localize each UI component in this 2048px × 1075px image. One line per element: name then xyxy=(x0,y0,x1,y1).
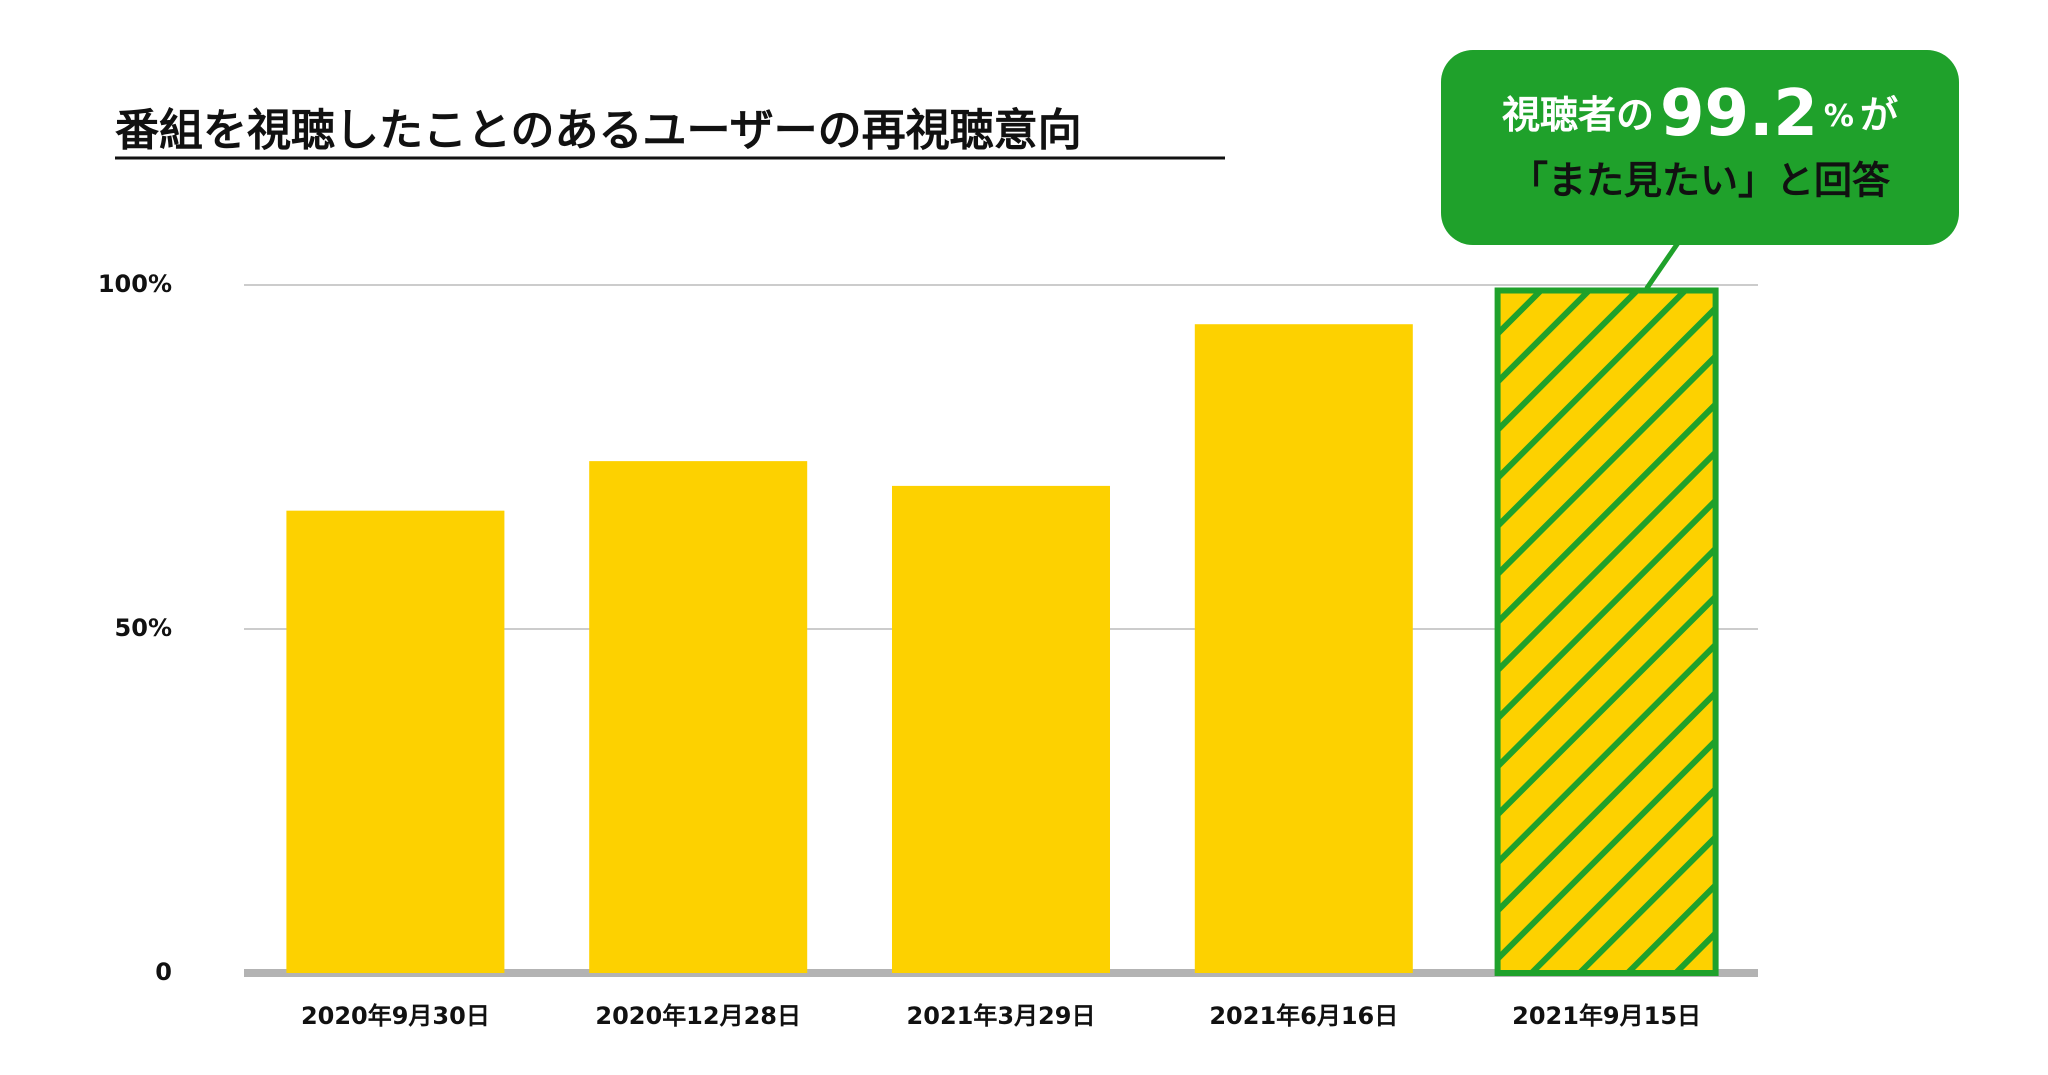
bar xyxy=(1494,287,1719,976)
bar xyxy=(286,510,505,973)
callout-unit: % xyxy=(1824,99,1854,134)
x-tick-label: 2021年6月16日 xyxy=(1209,1002,1398,1030)
callout-before: 視聴者の xyxy=(1502,93,1654,137)
callout-after: が xyxy=(1860,93,1898,137)
chart-title: 番組を視聴したことのあるユーザーの再視聴意向 xyxy=(115,105,1082,156)
y-tick-label: 50% xyxy=(115,614,172,642)
y-tick-label: 0 xyxy=(155,958,172,986)
x-tick-label: 2020年9月30日 xyxy=(301,1002,490,1030)
x-tick-label: 2021年9月15日 xyxy=(1512,1002,1701,1030)
bar xyxy=(892,485,1110,973)
bar xyxy=(589,461,808,973)
callout-line2: 「また見たい」と回答 xyxy=(1510,159,1891,203)
callout-pointer xyxy=(1644,238,1683,290)
x-tick-label: 2020年12月28日 xyxy=(595,1002,801,1030)
callout-line1: 視聴者の99.2% が xyxy=(1502,77,1898,151)
x-tick-label: 2021年3月29日 xyxy=(907,1002,1096,1030)
y-tick-label: 100% xyxy=(98,270,172,298)
callout-number: 99.2 xyxy=(1660,77,1818,151)
bar xyxy=(1194,324,1413,973)
callout-box xyxy=(1441,50,1959,245)
